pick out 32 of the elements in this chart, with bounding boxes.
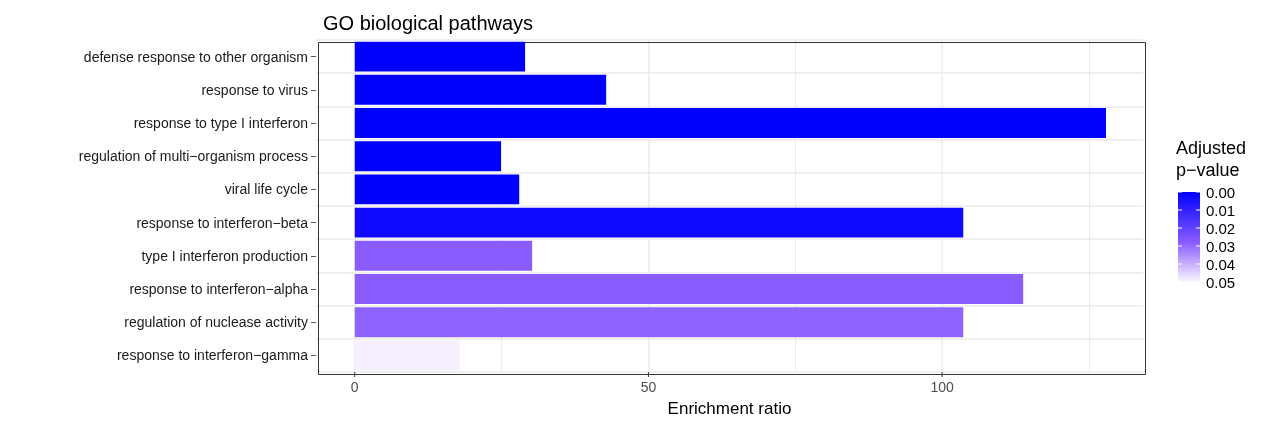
x-tick-label: 0 [350, 379, 359, 395]
y-tick-label: defense response to other organism [83, 48, 308, 65]
bar [354, 207, 964, 238]
color-bar-label: 0.01 [1206, 201, 1236, 219]
color-bar-label: 0.02 [1206, 219, 1236, 237]
y-tick-label: viral life cycle [224, 181, 309, 198]
y-tick-label: regulation of nuclease activity [124, 314, 308, 331]
color-bar-title: Adjusted p−value [1176, 138, 1247, 180]
x-axis-title: Enrichment ratio [667, 399, 792, 418]
y-tick-label: response to interferon−alpha [129, 281, 309, 297]
y-tick-label: type I interferon production [141, 247, 308, 264]
x-tick-label: 50 [640, 379, 657, 395]
y-tick-label: response to type I interferon [133, 115, 308, 131]
color-bar-label: 0.04 [1206, 255, 1236, 273]
y-tick-label: regulation of multi−organism process [78, 148, 308, 165]
y-tick-label: response to interferon−beta [136, 214, 309, 231]
bar [354, 340, 460, 371]
bar [354, 174, 520, 205]
bar [354, 240, 533, 271]
y-tick-label: response to interferon−gamma [116, 347, 309, 364]
bar [354, 108, 1106, 138]
color-bar-label: 0.03 [1206, 237, 1236, 255]
color-bar-label: 0.00 [1206, 183, 1236, 201]
color-bar-label: 0.05 [1206, 273, 1236, 291]
chart-title: GO biological pathways [323, 12, 534, 34]
bar [354, 41, 526, 72]
bar [354, 274, 1024, 304]
bar [354, 74, 607, 105]
x-tick-label: 100 [930, 379, 955, 395]
bar [354, 141, 502, 172]
y-tick-label: response to virus [201, 81, 308, 98]
bar [354, 307, 964, 338]
